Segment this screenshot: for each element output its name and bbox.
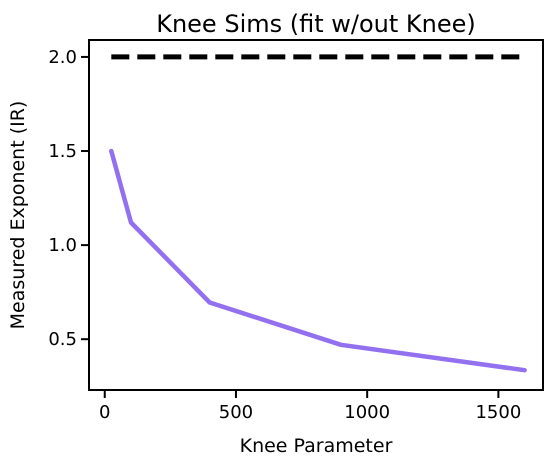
x-axis-label: Knee Parameter (240, 435, 393, 457)
x-tick-label: 1000 (344, 402, 390, 423)
y-tick-label: 1.5 (48, 141, 77, 162)
x-tick-label: 1500 (475, 402, 521, 423)
x-tick-label: 500 (219, 402, 253, 423)
y-axis-label: Measured Exponent (IR) (7, 101, 29, 330)
plot-area (109, 54, 527, 373)
y-tick-label: 2.0 (48, 47, 77, 68)
x-tick-label: 0 (99, 402, 110, 423)
y-tick-label: 0.5 (48, 329, 77, 350)
plot-frame (88, 39, 544, 391)
measured-exponent-series (109, 148, 527, 373)
chart-title: Knee Sims (fit w/out Knee) (156, 10, 476, 38)
y-axis: 0.5 1.0 1.5 2.0 (48, 47, 89, 350)
x-axis: 0 500 1000 1500 (99, 390, 521, 423)
y-tick-label: 1.0 (48, 235, 77, 256)
